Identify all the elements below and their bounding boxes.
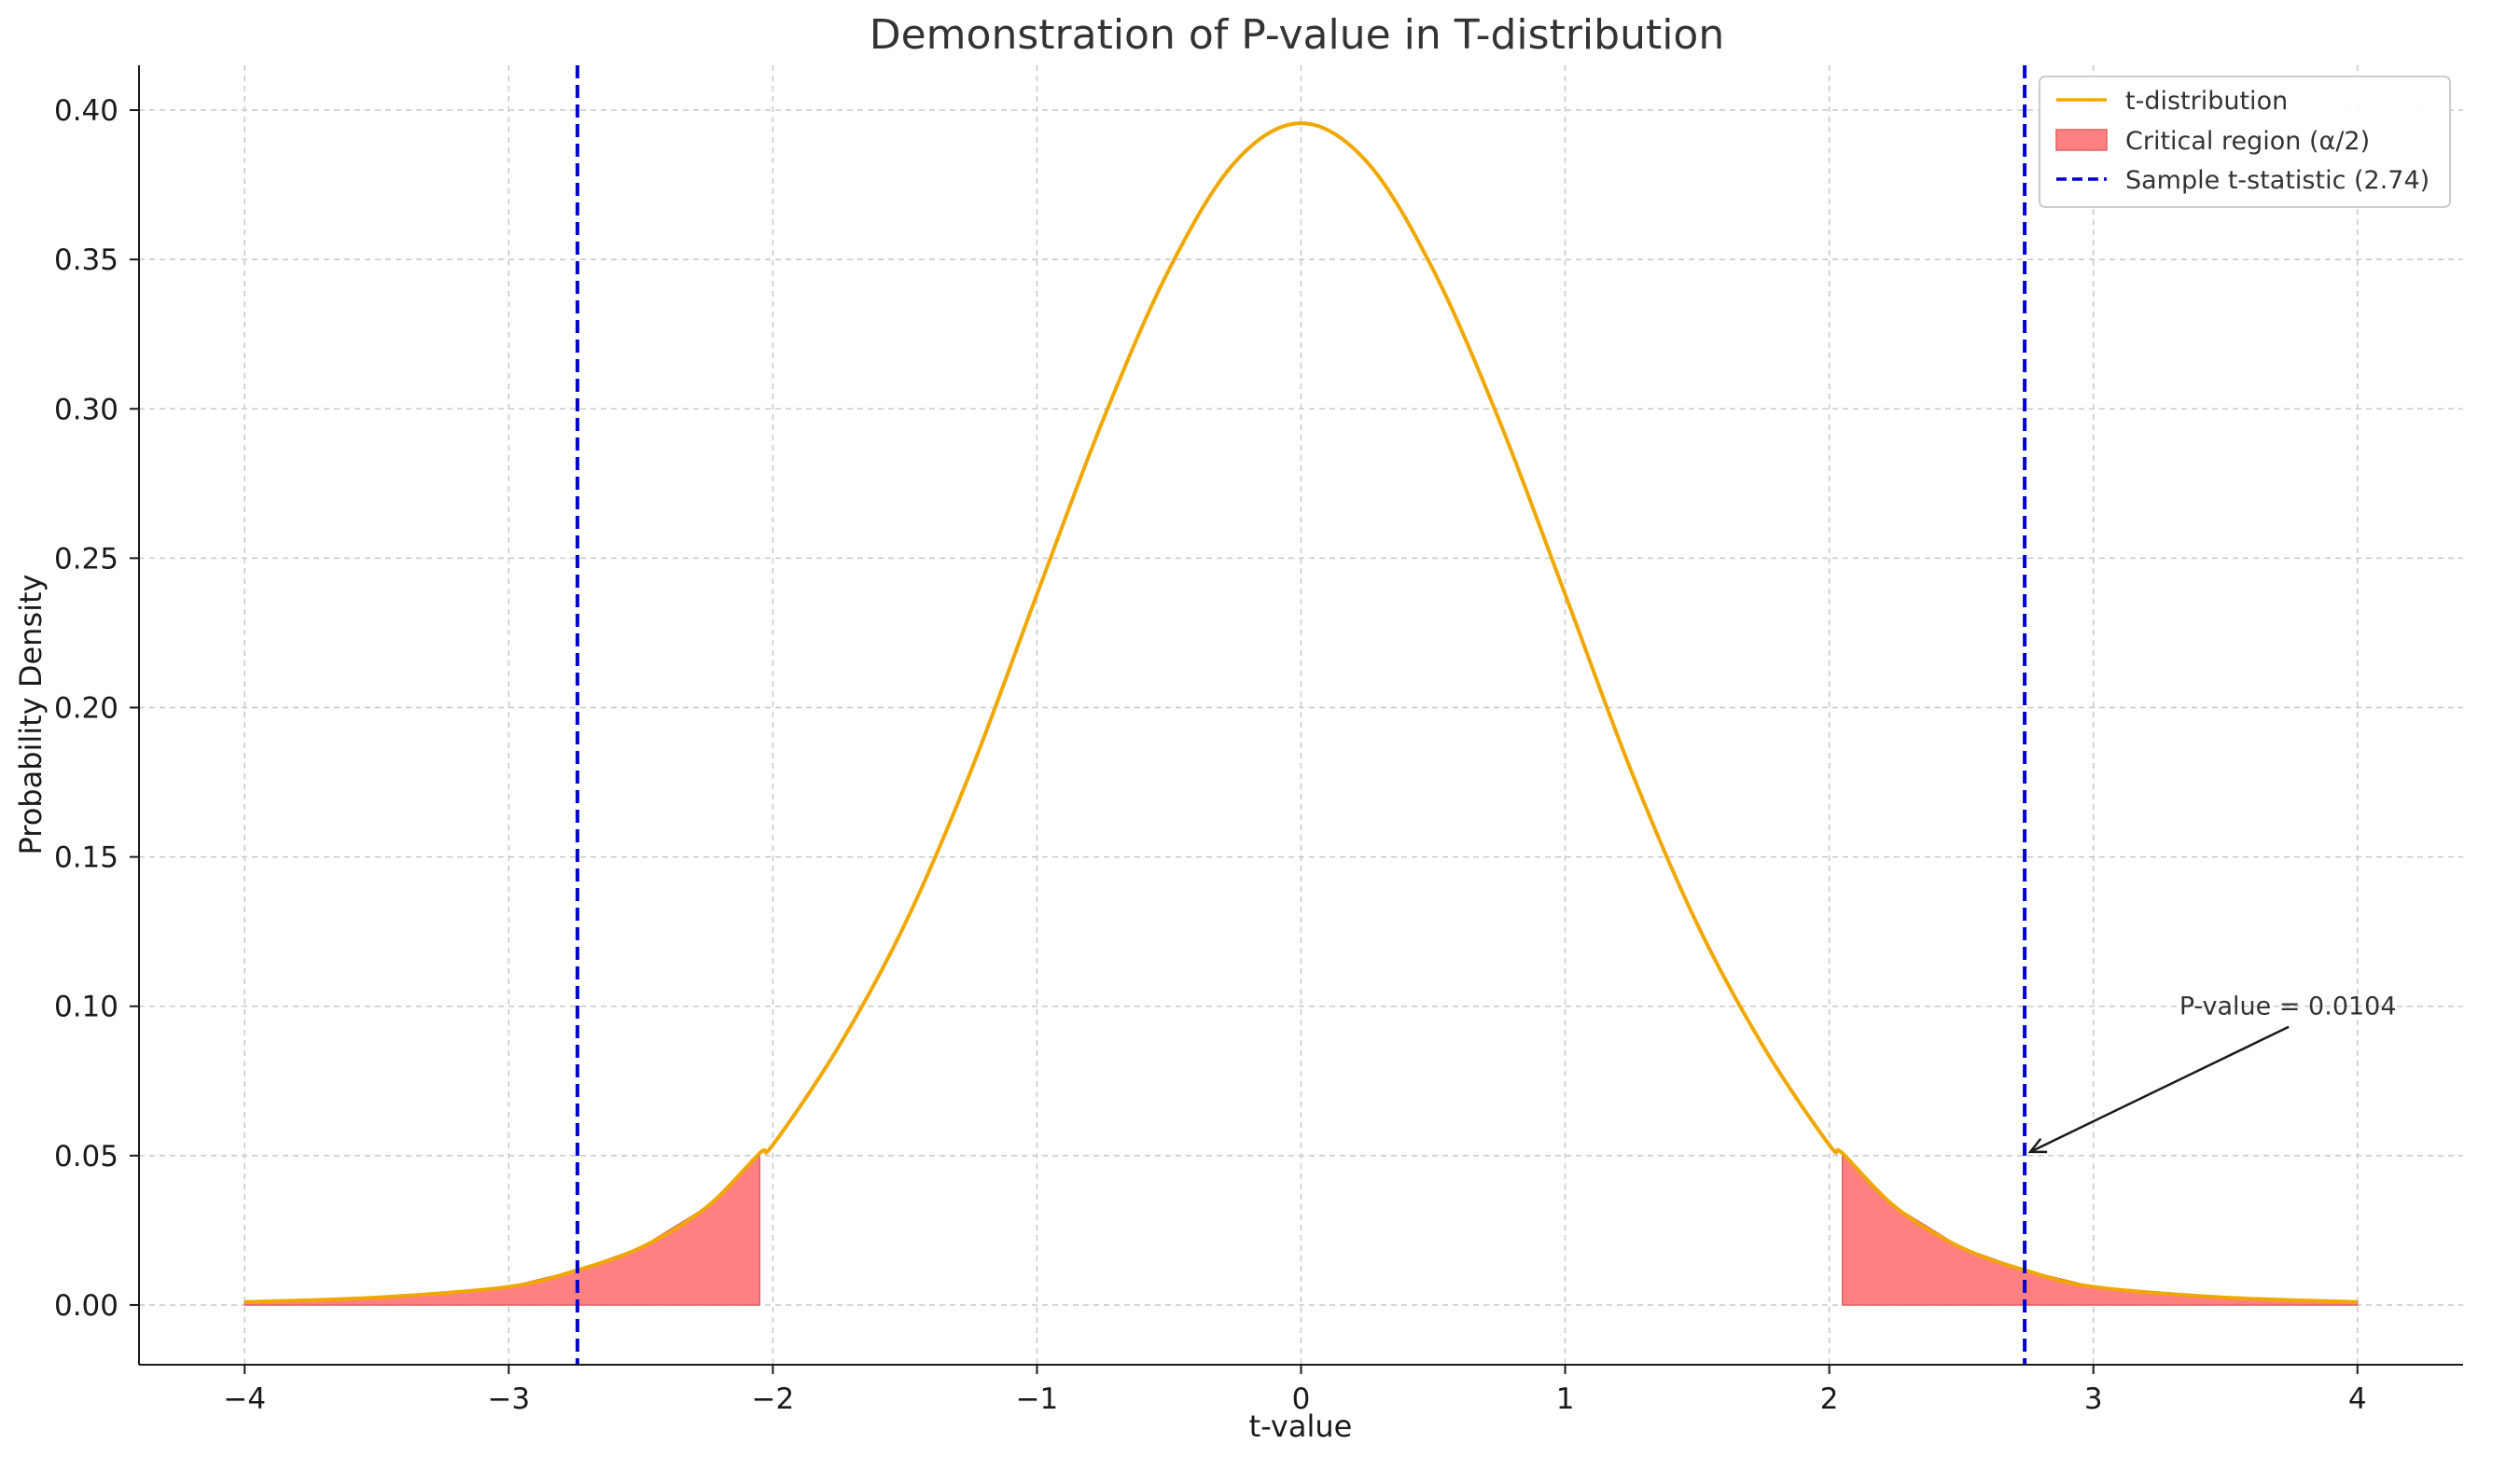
x-tick-label: 0: [1292, 1382, 1311, 1416]
y-tick-label: 0.10: [54, 991, 118, 1024]
legend-entry-critical-region: Critical region (α/2): [2055, 127, 2370, 156]
grid: [139, 65, 2463, 1365]
y-tick-label: 0.35: [54, 243, 118, 277]
annotation-arrow: [2029, 1025, 2290, 1153]
critical-region-area: [1842, 1151, 2359, 1306]
legend-label: Sample t-statistic (2.74): [2125, 166, 2430, 195]
y-tick-label: 0.25: [54, 542, 118, 576]
critical-region-area: [244, 1151, 760, 1306]
density-line: [244, 121, 2358, 1304]
x-tick-label: −4: [223, 1382, 266, 1416]
annotation-arrowhead: [2027, 1137, 2048, 1154]
y-tick-label: 0.20: [54, 691, 118, 725]
y-tick-label: 0.30: [54, 393, 118, 426]
legend-entry-t-distribution: t-distribution: [2056, 87, 2288, 116]
y-axis-label: Probability Density: [13, 575, 49, 855]
y-ticks: 0.00 0.05 0.10 0.15 0.20 0.25 0.30 0.35 0.40: [54, 94, 139, 1323]
x-tick-label: 2: [1820, 1382, 1839, 1416]
y-tick-label: 0.15: [54, 841, 118, 875]
p-value-annotation: P-value = 0.0104: [2027, 993, 2397, 1154]
y-tick-label: 0.05: [54, 1140, 118, 1173]
legend-swatch-area: [2055, 129, 2108, 151]
x-tick-label: −1: [1016, 1382, 1059, 1416]
legend-label: Critical region (α/2): [2125, 127, 2370, 156]
y-tick-label: 0.40: [54, 94, 118, 128]
legend-label: t-distribution: [2125, 87, 2288, 116]
x-tick-label: −2: [752, 1382, 795, 1416]
x-tick-label: 4: [2348, 1382, 2367, 1416]
legend: t-distribution Critical region (α/2) Sam…: [2039, 76, 2451, 208]
sample-t-statistic-lines: [575, 65, 2027, 1365]
x-tick-label: 3: [2084, 1382, 2103, 1416]
annotation-text: P-value = 0.0104: [2179, 993, 2397, 1021]
x-ticks: −4 −3 −2 −1 0 1 2 3 4: [223, 1365, 2367, 1416]
legend-frame: [2039, 76, 2451, 208]
y-tick-label: 0.00: [54, 1289, 118, 1323]
chart-title: Demonstration of P-value in T-distributi…: [870, 11, 1725, 59]
x-tick-label: −3: [487, 1382, 530, 1416]
t-distribution-curve: [244, 121, 2358, 1304]
legend-entry-sample-t-statistic: Sample t-statistic (2.74): [2056, 166, 2430, 195]
x-tick-label: 1: [1556, 1382, 1575, 1416]
x-axis-label: t-value: [1249, 1409, 1353, 1444]
